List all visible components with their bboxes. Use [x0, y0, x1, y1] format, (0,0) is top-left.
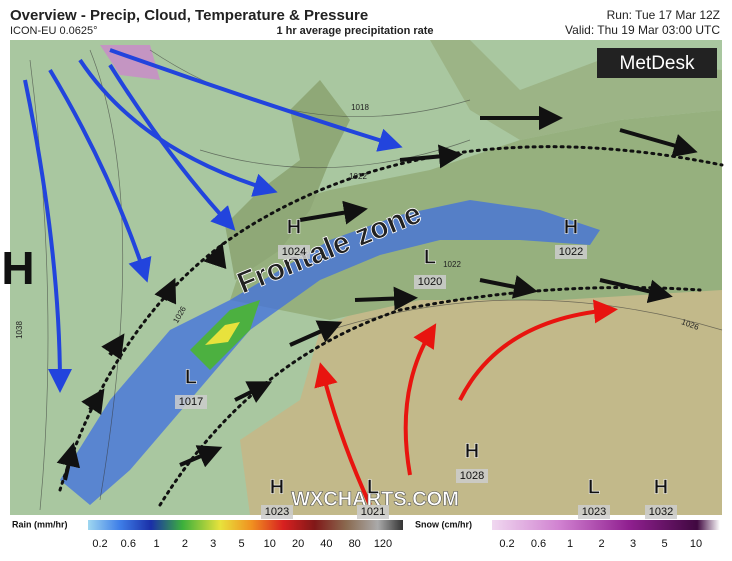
pressure-center-letter: H: [270, 476, 284, 498]
rain-tick-label: 10: [264, 538, 276, 550]
snow-tick-label: 3: [630, 538, 636, 550]
pressure-center-letter: L: [588, 476, 600, 498]
pressure-center-letter: L: [367, 476, 379, 498]
precip-band: [60, 200, 600, 505]
rain-tick-label: 1: [154, 538, 160, 550]
field: 1 hr average precipitation rate: [276, 25, 433, 37]
rain-tick-label: 0.2: [92, 538, 107, 550]
snow-colorbar: [492, 520, 720, 530]
pressure-value: 1024: [282, 246, 306, 258]
isobar-label: 1022: [443, 260, 461, 269]
snow-tick-label: 10: [690, 538, 702, 550]
isobars: [29, 49, 723, 511]
snow-tick-label: 1: [567, 538, 573, 550]
black-arrows: [56, 106, 698, 481]
title: Overview - Precip, Cloud, Temperature & …: [10, 7, 368, 24]
pressure-value-box: [261, 505, 293, 519]
rain-tick-label: 0.6: [121, 538, 136, 550]
model: ICON-EU 0.0625°: [10, 25, 98, 37]
red-arrows: [314, 299, 618, 506]
rain-tick-label: 20: [292, 538, 304, 550]
watermark: WXCHARTS.COM: [291, 488, 459, 510]
rain-colorbar: [88, 520, 403, 530]
rain-tick-label: 3: [210, 538, 216, 550]
isobar-label: 1022: [349, 172, 367, 181]
run: Run: Tue 17 Mar 12Z: [607, 8, 720, 22]
pressure-value-box: [456, 469, 488, 483]
pressure-center-letter: L: [424, 246, 436, 268]
pressure-value-box: [414, 275, 446, 289]
header: Overview - Precip, Cloud, Temperature & …: [10, 7, 720, 37]
pressure-value: 1028: [460, 470, 484, 482]
pressure-value: 1022: [559, 246, 583, 258]
britain: [225, 80, 350, 280]
pressure-centers: H 1024 L 1020 H 1022 L 1017 H 1028 H 1023 L 1021 L 1023…: [175, 216, 677, 519]
pressure-value-box: [278, 245, 310, 259]
rain-legend-title: Rain (mm/hr): [12, 519, 68, 529]
snow-tick-label: 0.2: [499, 538, 514, 550]
pressure-value: 1021: [361, 506, 385, 518]
precip-max: [205, 322, 240, 345]
blue-arrows: [23, 48, 403, 393]
land-south: [240, 280, 722, 515]
pressure-center-letter: L: [185, 366, 197, 388]
pressure-center-letter: H: [564, 216, 578, 238]
isobar-label: 1018: [351, 103, 369, 112]
pressure-value-box: [645, 505, 677, 519]
pressure-value: 1020: [418, 276, 442, 288]
snow-tick-label: 5: [661, 538, 667, 550]
pressure-value: 1032: [649, 506, 673, 518]
pressure-value-box: [578, 505, 610, 519]
big-high: H: [1, 242, 34, 294]
rain-tick-label: 5: [238, 538, 244, 550]
snow-tick-label: 2: [598, 538, 604, 550]
pressure-value: 1023: [265, 506, 289, 518]
pressure-value-box: [175, 395, 207, 409]
pressure-value: 1023: [582, 506, 606, 518]
logo: MetDesk: [620, 53, 695, 74]
isobar-label: 1038: [15, 321, 24, 339]
pressure-center-letter: H: [287, 216, 301, 238]
legend: Rain (mm/hr) Snow (cm/hr) 0.2 0.6 1 2 3 5 10 20…: [12, 519, 720, 550]
pressure-value-box: [555, 245, 587, 259]
pressure-center-letter: H: [654, 476, 668, 498]
rain-tick-label: 40: [320, 538, 332, 550]
pressure-value-box: [357, 505, 389, 519]
legend-ticks: 0.2 0.6 1 2 3 5 10 20 40 80 120 0.2 0.6 1 2 3 5 10: [92, 538, 702, 550]
rain-tick-label: 80: [349, 538, 361, 550]
pressure-value: 1017: [179, 396, 203, 408]
rain-tick-label: 2: [182, 538, 188, 550]
rain-tick-label: 120: [374, 538, 392, 550]
logo-box: [597, 48, 717, 78]
snow-tick-label: 0.6: [531, 538, 546, 550]
pressure-center-letter: H: [465, 440, 479, 462]
valid: Valid: Thu 19 Mar 03:00 UTC: [565, 23, 720, 37]
snow-legend-title: Snow (cm/hr): [415, 519, 472, 529]
